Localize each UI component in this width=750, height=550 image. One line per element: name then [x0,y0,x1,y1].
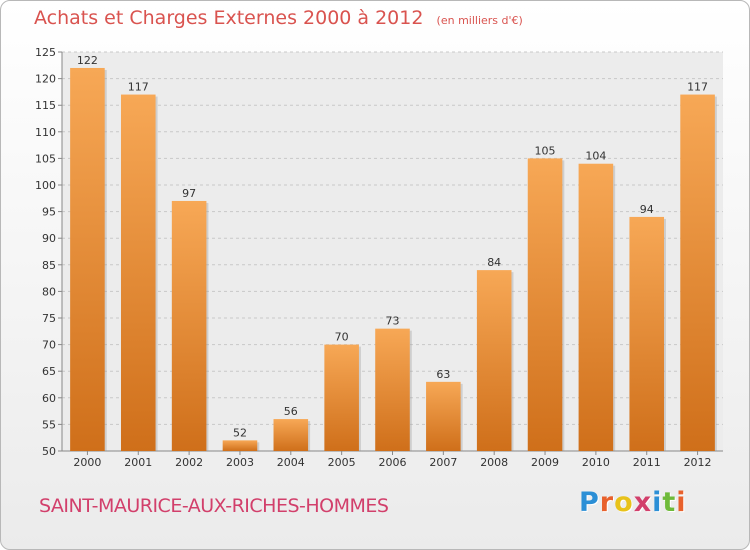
bar [70,67,105,452]
bar [426,381,461,451]
bar [120,94,156,451]
bar [578,163,614,451]
y-tick-label: 90 [42,232,56,245]
data-label: 104 [585,150,606,163]
y-tick-label: 75 [42,312,56,325]
data-label: 73 [386,315,400,328]
data-label: 52 [233,426,247,439]
y-tick-label: 85 [42,259,56,272]
bar [222,440,258,451]
x-tick-label: 2011 [633,456,661,469]
y-tick-label: 65 [42,365,56,378]
logo-letter: x [633,487,653,518]
data-label: 117 [687,81,708,94]
unit-note: (en milliers d'€) [436,14,523,27]
x-tick-label: 2012 [684,456,712,469]
x-tick-label: 2009 [531,456,559,469]
y-tick-label: 70 [42,339,56,352]
y-tick-label: 115 [35,99,56,112]
data-label: 117 [128,81,149,94]
x-tick-label: 2000 [73,456,101,469]
logo-letter: P [579,487,600,518]
x-tick-label: 2002 [175,456,203,469]
logo-letter: r [599,487,615,518]
chart-title: Achats et Charges Externes 2000 à 2012 [34,7,424,29]
bar [273,419,309,451]
x-tick-label: 2003 [226,456,254,469]
x-tick-label: 2004 [277,456,305,469]
logo-letter: i [652,487,663,518]
y-tick-label: 105 [35,152,56,165]
city-name: SAINT-MAURICE-AUX-RICHES-HOMMES [39,495,389,517]
data-label: 63 [436,368,450,381]
x-tick-label: 2001 [124,456,152,469]
bar [375,328,410,451]
proxiti-logo: Proxiti [579,487,687,518]
logo-letter: t [662,487,677,518]
x-tick-label: 2005 [328,456,356,469]
x-tick-label: 2007 [429,456,457,469]
y-tick-label: 50 [42,445,56,458]
y-tick-label: 100 [35,179,56,192]
x-tick-label: 2006 [379,456,407,469]
y-tick-label: 125 [35,46,56,59]
title-row: Achats et Charges Externes 2000 à 2012 (… [34,7,523,29]
y-tick-label: 60 [42,392,56,405]
y-tick-label: 110 [35,126,56,139]
data-label: 94 [640,203,654,216]
logo-letter: o [614,487,634,518]
y-tick-label: 120 [35,73,56,86]
bar [171,200,207,451]
y-tick-label: 95 [42,206,56,219]
x-tick-label: 2010 [582,456,610,469]
bar [476,270,512,451]
data-label: 84 [487,256,501,269]
data-label: 70 [335,331,349,344]
y-tick-label: 55 [42,418,56,431]
x-tick-label: 2008 [480,456,508,469]
y-tick-label: 80 [42,285,56,298]
bar [680,94,715,451]
data-label: 105 [535,144,556,157]
bar [629,216,665,451]
data-label: 56 [284,405,298,418]
bar [324,344,359,451]
data-label: 97 [182,187,196,200]
bar [527,158,563,451]
data-label: 122 [77,54,98,67]
logo-letter: i [676,487,687,518]
